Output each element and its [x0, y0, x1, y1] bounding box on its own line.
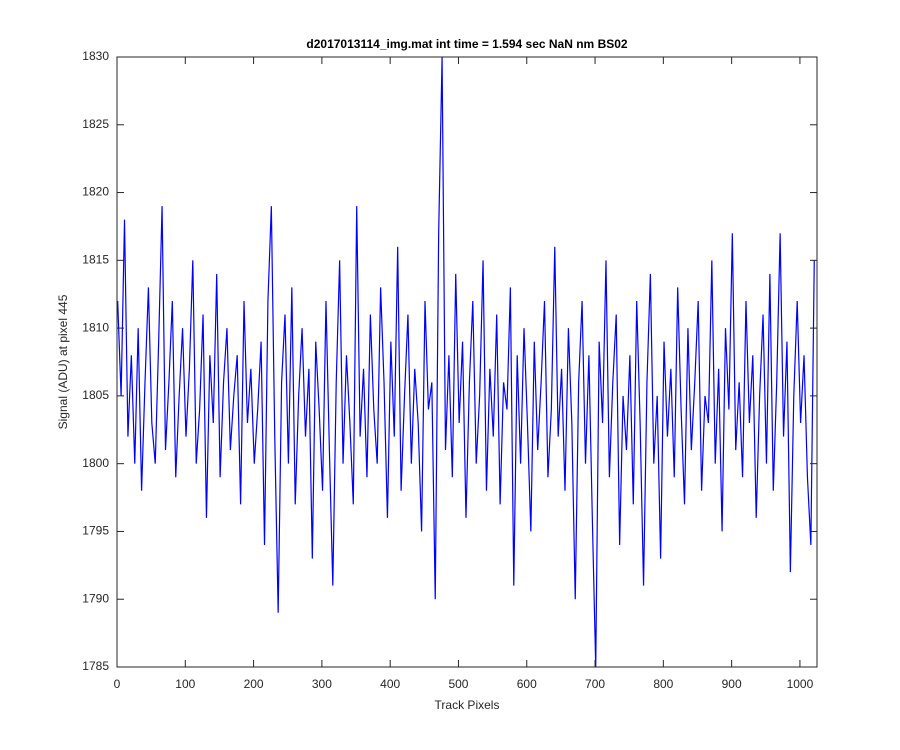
- data-line: [117, 56, 815, 668]
- y-tick-label: 1815: [82, 253, 109, 267]
- chart-title: d2017013114_img.mat int time = 1.594 sec…: [306, 37, 628, 51]
- x-tick-label: 300: [312, 677, 332, 691]
- y-tick-label: 1805: [82, 388, 109, 402]
- x-tick-label: 600: [517, 677, 537, 691]
- x-tick-label: 400: [380, 677, 400, 691]
- x-tick-label: 700: [585, 677, 605, 691]
- y-tick-label: 1790: [82, 591, 109, 605]
- x-tick-label: 1000: [787, 677, 814, 691]
- x-tick-label: 0: [114, 677, 121, 691]
- y-tick-label: 1800: [82, 456, 109, 470]
- y-tick-label: 1810: [82, 320, 109, 334]
- x-tick-label: 900: [722, 677, 742, 691]
- x-tick-label: 800: [653, 677, 673, 691]
- y-tick-label: 1820: [82, 185, 109, 199]
- y-tick-label: 1785: [82, 659, 109, 673]
- x-axis-label: Track Pixels: [435, 698, 500, 712]
- x-tick-label: 200: [244, 677, 264, 691]
- axes-box: [116, 56, 818, 668]
- y-axis-label: Signal (ADU) at pixel 445: [56, 294, 70, 429]
- y-tick-label: 1825: [82, 117, 109, 131]
- y-tick-label: 1830: [82, 49, 109, 63]
- x-tick-label: 500: [448, 677, 468, 691]
- y-tick-label: 1795: [82, 524, 109, 538]
- x-tick-label: 100: [175, 677, 195, 691]
